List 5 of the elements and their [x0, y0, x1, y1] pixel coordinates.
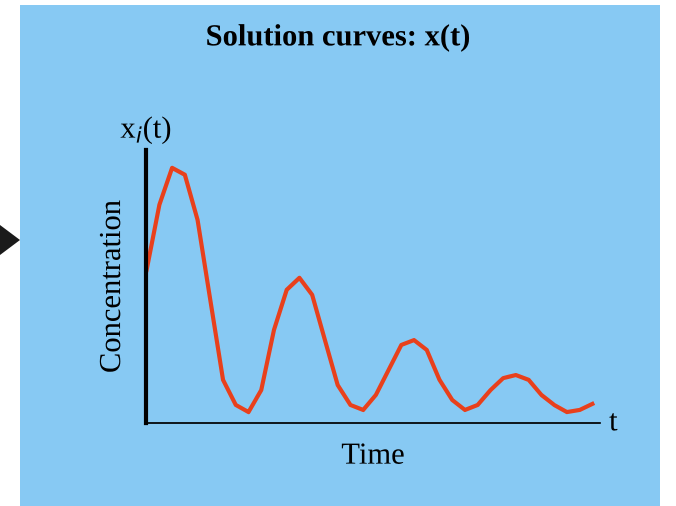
text: x$_{i}$(t): [120, 116, 170, 144]
y-axis-title: Concentration: [100, 200, 120, 372]
x-axis-title: Time: [342, 443, 404, 464]
chart-title: Solution curves: x(t): [207, 24, 470, 52]
text: t: [609, 413, 618, 431]
